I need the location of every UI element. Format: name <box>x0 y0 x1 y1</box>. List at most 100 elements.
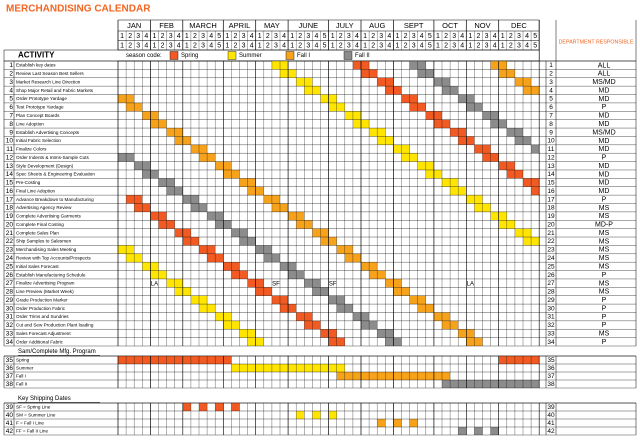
row-number: 34 <box>547 339 555 346</box>
department: MS/MD <box>592 129 615 136</box>
week-number: 2 <box>371 42 375 49</box>
row-number: 27 <box>6 280 14 287</box>
week-number: 3 <box>169 33 173 40</box>
week-number: 5 <box>428 33 432 40</box>
week-number: 4 <box>282 42 286 49</box>
week-number: 2 <box>266 42 270 49</box>
row-number: 18 <box>6 205 14 212</box>
row-number: 17 <box>6 196 14 203</box>
week-number: 3 <box>306 42 310 49</box>
month-label: OCT <box>442 21 458 30</box>
department: MD <box>599 146 610 153</box>
week-number: 3 <box>136 33 140 40</box>
week-number: 1 <box>331 42 335 49</box>
activity-label: Final Line Adoption <box>16 188 56 193</box>
activity-label: Finalize Advertising Program <box>16 281 75 286</box>
department: MD <box>599 87 610 94</box>
activity-label: Pre-Costing <box>16 180 41 185</box>
activity-label: Shop Major Retail and Fabric Markets <box>16 88 94 93</box>
week-number: 3 <box>201 33 205 40</box>
week-number: 3 <box>452 42 456 49</box>
department: P <box>602 297 607 304</box>
week-number: 5 <box>533 42 537 49</box>
department: MS <box>599 280 610 287</box>
week-number: 1 <box>152 33 156 40</box>
row-number: 4 <box>549 87 553 94</box>
week-number: 3 <box>412 33 416 40</box>
week-number: 3 <box>347 33 351 40</box>
month-label: JAN <box>127 21 141 30</box>
season-code-label: season code: <box>126 53 162 59</box>
month-label: DEC <box>511 21 527 30</box>
department: MD <box>599 113 610 120</box>
week-number: 1 <box>468 33 472 40</box>
department: P <box>602 272 607 279</box>
week-number: 1 <box>225 42 229 49</box>
week-number: 4 <box>144 42 148 49</box>
week-number: 4 <box>460 42 464 49</box>
row-number: 21 <box>6 230 14 237</box>
row-number: 35 <box>6 357 14 364</box>
legend-label: Fall I <box>297 53 310 59</box>
week-number: 4 <box>355 33 359 40</box>
activity-header: ACTIVITY <box>18 51 55 60</box>
row-number: 22 <box>6 238 14 245</box>
activity-label: Review Last Season Best Sellers <box>16 71 84 76</box>
season-bar <box>231 403 240 411</box>
week-number: 2 <box>509 42 513 49</box>
month-label: APRIL <box>229 21 251 30</box>
week-number: 1 <box>331 33 335 40</box>
row-number: 21 <box>547 230 555 237</box>
department: MS <box>599 289 610 296</box>
department: MD-P <box>595 222 613 229</box>
department: MS <box>599 247 610 254</box>
month-label: FEB <box>159 21 174 30</box>
week-number: 2 <box>193 42 197 49</box>
department: P <box>602 104 607 111</box>
row-number: 9 <box>549 129 553 136</box>
month-label: JULY <box>336 21 354 30</box>
row-note: SF <box>329 282 337 288</box>
activity-label: Advertising Agency Review <box>16 205 72 210</box>
department: MD <box>599 121 610 128</box>
week-number: 4 <box>209 42 213 49</box>
row-number: 29 <box>547 297 555 304</box>
week-number: 2 <box>161 33 165 40</box>
season-bar <box>490 427 499 435</box>
week-number: 1 <box>185 33 189 40</box>
season-bar <box>393 419 402 427</box>
row-number: 20 <box>6 221 14 228</box>
week-number: 2 <box>161 42 165 49</box>
department: MD <box>599 171 610 178</box>
row-number: 19 <box>547 213 555 220</box>
activity-label: Ship Samples to Salesmen <box>16 239 72 244</box>
season-bar <box>498 356 540 364</box>
activity-label: Order Additional Fabric <box>16 339 64 344</box>
week-number: 3 <box>412 42 416 49</box>
row-number: 8 <box>549 121 553 128</box>
row-number: 38 <box>6 381 14 388</box>
row-number: 36 <box>547 365 555 372</box>
month-label: MARCH <box>189 21 217 30</box>
row-number: 20 <box>547 221 555 228</box>
week-number: 2 <box>128 33 132 40</box>
row-number: 25 <box>547 263 555 270</box>
week-number: 5 <box>217 33 221 40</box>
week-number: 4 <box>209 33 213 40</box>
week-number: 2 <box>476 33 480 40</box>
week-number: 3 <box>274 33 278 40</box>
activity-label: Fall II <box>16 382 27 387</box>
week-number: 5 <box>323 33 327 40</box>
activity-label: Finalize Colors <box>16 147 47 152</box>
row-number: 11 <box>6 146 13 153</box>
row-number: 40 <box>6 412 14 419</box>
activity-label: Spec Sheets & Engineering Evaluation <box>16 172 95 177</box>
row-number: 36 <box>6 365 14 372</box>
week-number: 4 <box>314 42 318 49</box>
season-bar <box>296 411 305 419</box>
month-label: MAY <box>264 21 280 30</box>
week-number: 4 <box>282 33 286 40</box>
week-number: 1 <box>258 42 262 49</box>
row-number: 33 <box>547 330 555 337</box>
row-number: 14 <box>6 171 14 178</box>
